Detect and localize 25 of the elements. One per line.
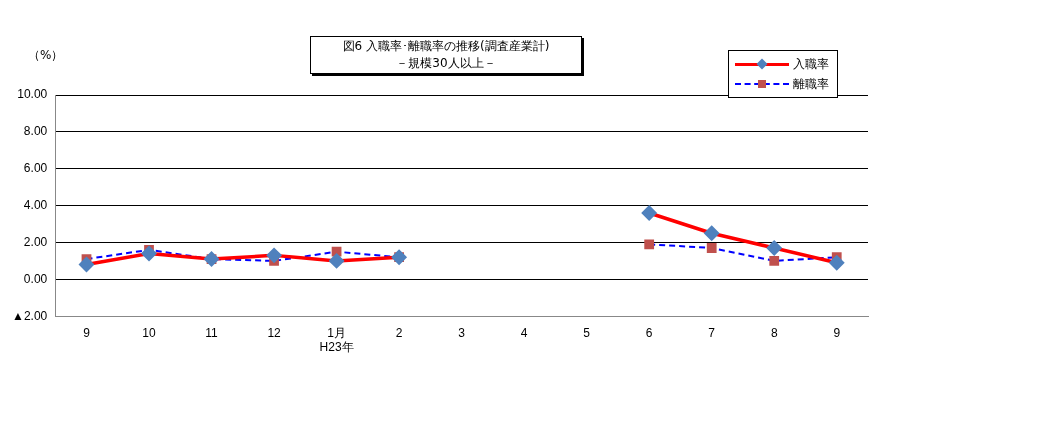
chart-subtitle: －規模30人以上－ — [395, 55, 497, 72]
y-tick-label: 8.00 — [23, 124, 48, 139]
x-tick-label: 8 — [770, 325, 778, 340]
chart-title: 図6 入職率･離職率の推移(調査産業計) — [341, 38, 551, 55]
y-tick-label: 2.00 — [23, 234, 48, 249]
y-tick-label: ▲2.00 — [12, 308, 48, 323]
x-tick-label: 7 — [708, 325, 716, 340]
x-tick-label: 6 — [645, 325, 653, 340]
y-tick-label: 6.00 — [23, 161, 48, 176]
y-axis-title: （%） — [28, 47, 64, 64]
x-tick-label: 2 — [395, 325, 403, 340]
x-tick-label: 4 — [520, 325, 528, 340]
x-tick-label: 12 — [267, 325, 282, 340]
y-tick-label: 4.00 — [23, 197, 48, 212]
x-tick-label: 9 — [833, 325, 841, 340]
x-tick-label: 1月 H23年 — [319, 325, 354, 355]
y-tick-label: 0.00 — [23, 271, 48, 286]
x-tick-label: 10 — [142, 325, 157, 340]
x-tick-label: 3 — [458, 325, 466, 340]
x-tick-label: 9 — [83, 325, 91, 340]
x-tick-label: 11 — [205, 325, 219, 340]
legend-label: 離職率 — [793, 75, 829, 93]
x-tick-label: 5 — [583, 325, 591, 340]
y-tick-label: 10.00 — [17, 87, 48, 102]
legend-label: 入職率 — [793, 55, 829, 73]
